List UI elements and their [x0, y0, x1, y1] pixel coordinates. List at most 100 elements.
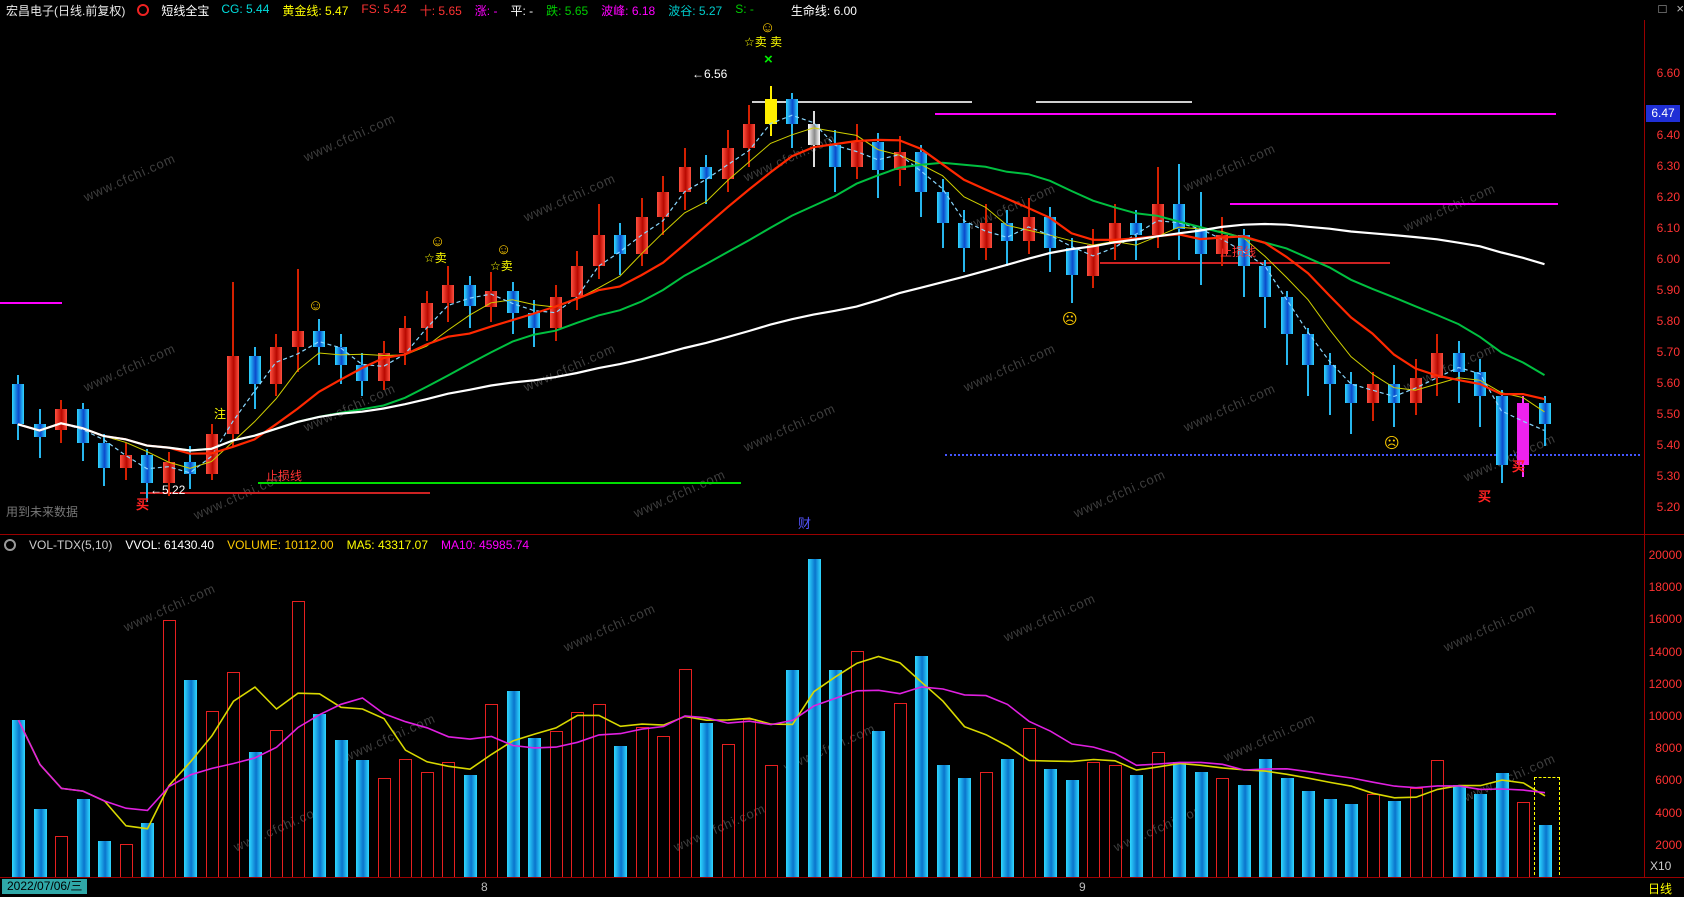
candle[interactable]: [1130, 222, 1142, 236]
candle[interactable]: [1345, 384, 1357, 403]
candle[interactable]: [420, 303, 433, 329]
candle[interactable]: [571, 266, 583, 298]
candle[interactable]: [1022, 216, 1035, 242]
volume-bar[interactable]: [1345, 803, 1358, 878]
candle[interactable]: [764, 98, 777, 124]
candle[interactable]: [1517, 402, 1529, 465]
candle[interactable]: [1323, 365, 1336, 384]
volume-bar[interactable]: [1001, 758, 1014, 878]
volume-bar[interactable]: [1065, 779, 1079, 878]
volume-bar[interactable]: [1237, 784, 1251, 878]
volume-header-field: VVOL: 61430.40: [125, 537, 215, 552]
volume-bar[interactable]: [915, 655, 928, 878]
candle[interactable]: [334, 346, 347, 366]
candle[interactable]: [270, 346, 282, 384]
volume-bar[interactable]: [141, 823, 154, 878]
candle[interactable]: [227, 356, 239, 434]
volume-bar[interactable]: [1538, 824, 1552, 878]
volume-bar[interactable]: [1173, 762, 1186, 878]
candle[interactable]: [1194, 229, 1207, 254]
volume-bar[interactable]: [1044, 768, 1057, 878]
candlestick-chart[interactable]: www.cfchi.com www.cfchi.com www.cfchi.com w…: [0, 20, 1644, 534]
volume-bar[interactable]: [829, 670, 842, 878]
volume-bar[interactable]: [1323, 799, 1337, 878]
volume-bar[interactable]: [33, 808, 47, 878]
period-label[interactable]: 日线: [1648, 882, 1673, 896]
volume-bar[interactable]: [614, 745, 627, 878]
candle[interactable]: [1431, 353, 1443, 378]
volume-bar[interactable]: [463, 774, 477, 878]
candle[interactable]: [442, 284, 454, 304]
volume-bar[interactable]: [313, 713, 326, 878]
candle[interactable]: [12, 384, 24, 425]
candle[interactable]: [1302, 334, 1314, 366]
candle[interactable]: [1366, 384, 1379, 403]
candle[interactable]: [721, 148, 734, 180]
candle[interactable]: [1495, 396, 1508, 465]
volume-bar[interactable]: [184, 679, 197, 878]
candle[interactable]: [657, 191, 669, 217]
candle[interactable]: [678, 167, 691, 192]
volume-bar[interactable]: [248, 752, 262, 878]
candle[interactable]: [1259, 266, 1271, 298]
indicator-field: 波峰: 6.18: [601, 3, 656, 18]
volume-bar[interactable]: [12, 720, 25, 878]
candle[interactable]: [528, 312, 540, 329]
volume-bar[interactable]: [1302, 791, 1315, 878]
candle[interactable]: [399, 328, 411, 353]
volume-bar[interactable]: [807, 559, 821, 878]
candle[interactable]: [1087, 244, 1099, 276]
candle[interactable]: [463, 284, 476, 307]
volume-bar[interactable]: [958, 778, 971, 878]
candle[interactable]: [291, 331, 304, 347]
candle[interactable]: [936, 191, 949, 223]
candle[interactable]: [119, 455, 132, 468]
volume-bar[interactable]: [1495, 773, 1509, 878]
volume-bar[interactable]: [528, 737, 541, 878]
candle[interactable]: [872, 142, 884, 171]
candle[interactable]: [1044, 216, 1056, 248]
volume-bar[interactable]: [506, 691, 520, 878]
volume-bar[interactable]: [1194, 771, 1208, 878]
volume-bar[interactable]: [1452, 784, 1466, 878]
candle[interactable]: [1452, 353, 1465, 372]
candle[interactable]: [248, 356, 261, 384]
volume-bar[interactable]: [1388, 800, 1401, 878]
candle[interactable]: [915, 151, 927, 192]
candle[interactable]: [786, 98, 798, 124]
volume-bar[interactable]: [1280, 778, 1294, 878]
candle[interactable]: [1151, 204, 1164, 236]
candle[interactable]: [1237, 235, 1250, 267]
volume-bar[interactable]: [1130, 774, 1143, 878]
volume-bar[interactable]: [1259, 758, 1272, 878]
volume-bar[interactable]: [76, 799, 90, 878]
selection-box[interactable]: [1533, 776, 1560, 878]
candle[interactable]: [700, 167, 712, 180]
candle[interactable]: [98, 442, 110, 468]
candle[interactable]: [1216, 235, 1228, 254]
chart-annotation: ☆卖 卖: [744, 35, 783, 49]
volume-chart[interactable]: www.cfchi.com www.cfchi.com www.cfchi.com w…: [0, 540, 1644, 878]
candle[interactable]: [76, 408, 89, 443]
maximize-icon[interactable]: □: [1658, 1, 1667, 16]
candle[interactable]: [1388, 384, 1400, 403]
candle[interactable]: [1538, 402, 1551, 425]
candle[interactable]: [506, 291, 519, 313]
candle[interactable]: [1280, 297, 1293, 335]
candle[interactable]: [1065, 247, 1078, 276]
volume-bar[interactable]: [98, 840, 111, 878]
volume-bar[interactable]: [334, 739, 348, 878]
candle[interactable]: [958, 222, 970, 248]
volume-bar[interactable]: [786, 670, 799, 878]
close-icon[interactable]: ×: [1676, 1, 1684, 16]
volume-label: 14000: [1648, 644, 1682, 659]
volume-bar[interactable]: [936, 765, 950, 878]
candle[interactable]: [743, 123, 755, 149]
candle[interactable]: [592, 235, 605, 267]
volume-bar[interactable]: [1474, 794, 1487, 878]
volume-bar[interactable]: [700, 723, 713, 878]
candle[interactable]: [829, 145, 841, 167]
candle[interactable]: [850, 142, 863, 167]
volume-bar[interactable]: [872, 731, 885, 878]
volume-bar[interactable]: [356, 760, 369, 878]
